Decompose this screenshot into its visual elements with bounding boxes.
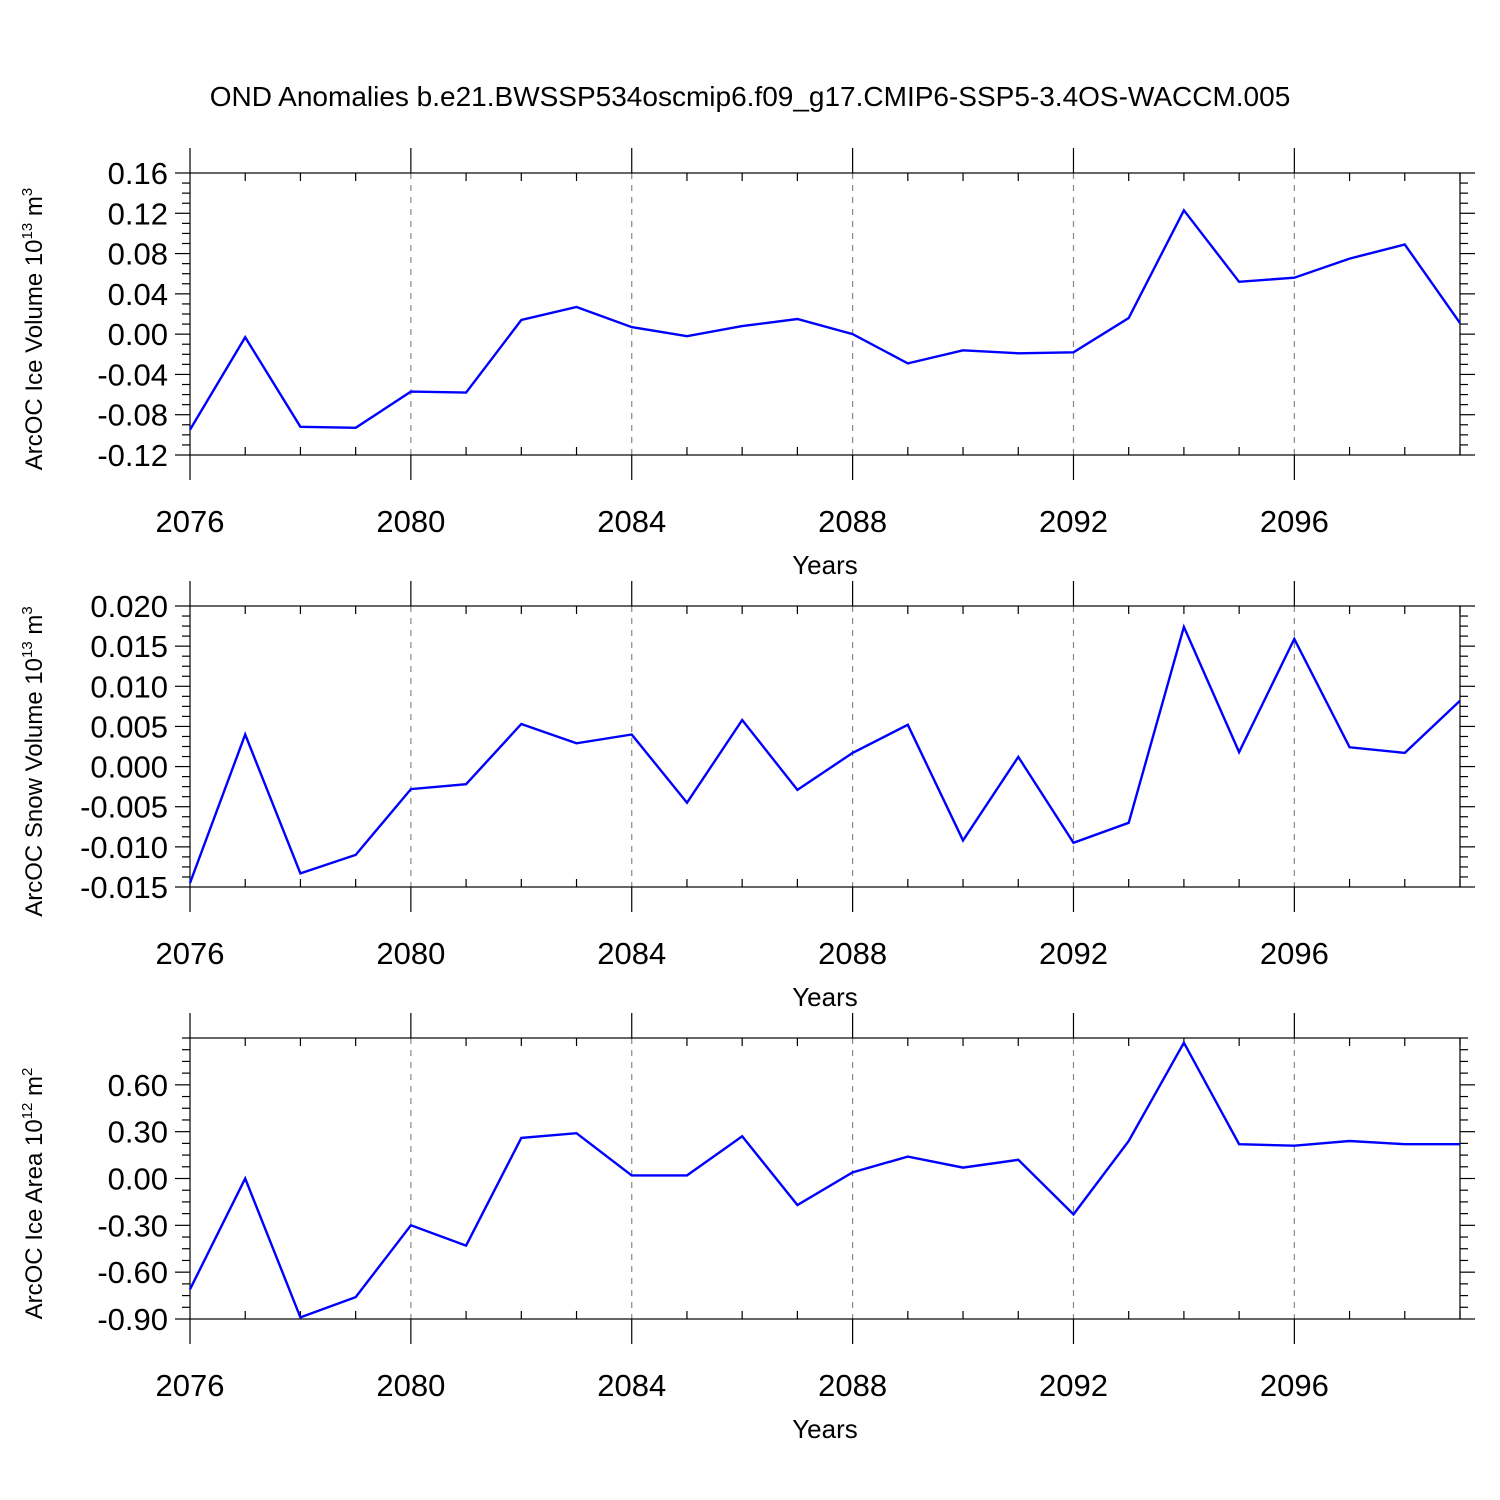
y-axis-label-superscript: 12 bbox=[19, 1103, 36, 1120]
y-axis-label-superscript: 3 bbox=[19, 606, 36, 614]
x-tick-label: 2084 bbox=[597, 1368, 666, 1403]
y-axis-label-superscript: 2 bbox=[19, 1068, 36, 1076]
series-line bbox=[188, 623, 1461, 884]
x-tick-label: 2092 bbox=[1039, 936, 1108, 971]
x-tick-label: 2084 bbox=[597, 936, 666, 971]
series-line bbox=[188, 1040, 1460, 1319]
x-tick-label: 2088 bbox=[818, 1368, 887, 1403]
x-tick-label: 2096 bbox=[1260, 1368, 1329, 1403]
y-axis-label-part: ArcOC Snow Volume 10 bbox=[21, 658, 48, 917]
x-tick-label: 2080 bbox=[376, 936, 445, 971]
x-tick-label: 2084 bbox=[597, 504, 666, 539]
x-axis-label: Years bbox=[792, 982, 858, 1012]
series-line bbox=[188, 208, 1461, 431]
y-axis-label-superscript: 13 bbox=[19, 641, 36, 658]
y-axis-label-part: m bbox=[21, 615, 48, 642]
chart-title: OND Anomalies b.e21.BWSSP534oscmip6.f09_… bbox=[210, 81, 1291, 112]
y-tick-label: -0.010 bbox=[80, 830, 168, 865]
y-tick-label: 0.00 bbox=[108, 1162, 168, 1197]
y-tick-label: 0.12 bbox=[108, 196, 168, 231]
y-tick-label: 0.60 bbox=[108, 1068, 168, 1103]
x-axis-label: Years bbox=[792, 1414, 858, 1444]
chart-panel-2: 0.020 0.015 0.010 0.005 0.000 -0.005 -0.010 -0.… bbox=[19, 581, 1475, 1012]
y-axis-label: ArcOC Ice Area 1012 m2 bbox=[19, 1068, 48, 1320]
x-tick-label: 2080 bbox=[376, 1368, 445, 1403]
plot-frame bbox=[189, 605, 1461, 888]
y-axis-label-superscript: 3 bbox=[19, 188, 36, 196]
y-tick-label: 0.020 bbox=[90, 589, 168, 624]
y-tick-label: 0.08 bbox=[108, 237, 168, 272]
y-tick-label: 0.30 bbox=[108, 1115, 168, 1150]
y-axis-label-superscript: 13 bbox=[19, 223, 36, 240]
y-tick-label: 0.000 bbox=[90, 750, 168, 785]
y-axis-label: ArcOC Snow Volume 1013 m3 bbox=[19, 606, 48, 917]
x-tick-label: 2088 bbox=[818, 936, 887, 971]
y-tick-label: 0.005 bbox=[90, 709, 168, 744]
y-tick-label: 0.00 bbox=[108, 317, 168, 352]
x-tick-label: 2096 bbox=[1260, 936, 1329, 971]
y-axis-label-part: m bbox=[21, 1076, 48, 1103]
y-tick-label: 0.015 bbox=[90, 629, 168, 664]
y-tick-label: -0.08 bbox=[97, 398, 168, 433]
y-tick-label: -0.90 bbox=[97, 1302, 168, 1337]
y-tick-label: -0.60 bbox=[97, 1255, 168, 1290]
x-tick-label: 2076 bbox=[156, 1368, 225, 1403]
plot-frame bbox=[189, 172, 1461, 456]
x-tick-label: 2080 bbox=[376, 504, 445, 539]
y-tick-label: -0.005 bbox=[80, 790, 168, 825]
y-tick-label: 0.04 bbox=[108, 277, 168, 312]
y-tick-label: -0.04 bbox=[97, 357, 168, 392]
x-tick-label: 2088 bbox=[818, 504, 887, 539]
plot-frame bbox=[189, 1037, 1461, 1320]
y-axis-label: ArcOC Ice Volume 1013 m3 bbox=[19, 188, 48, 470]
chart-panel-1: 0.16 0.12 0.08 0.04 0.00 -0.04 -0.08 -0.12 2076 2… bbox=[19, 148, 1475, 580]
x-tick-label: 2092 bbox=[1039, 504, 1108, 539]
chart-panel-3: 0.60 0.30 0.00 -0.30 -0.60 -0.90 2076 2080 2084 2… bbox=[19, 1013, 1475, 1444]
y-tick-label: 0.010 bbox=[90, 669, 168, 704]
x-tick-label: 2076 bbox=[156, 504, 225, 539]
y-axis-label-part: m bbox=[21, 196, 48, 223]
x-tick-label: 2076 bbox=[156, 936, 225, 971]
y-tick-label: -0.12 bbox=[97, 438, 168, 473]
y-axis-label-part: ArcOC Ice Area 10 bbox=[21, 1119, 48, 1319]
x-axis-label: Years bbox=[792, 550, 858, 580]
y-tick-label: -0.30 bbox=[97, 1208, 168, 1243]
y-tick-label: 0.16 bbox=[108, 156, 168, 191]
x-tick-label: 2092 bbox=[1039, 1368, 1108, 1403]
y-axis-label-part: ArcOC Ice Volume 10 bbox=[21, 239, 48, 470]
x-tick-label: 2096 bbox=[1260, 504, 1329, 539]
y-tick-label: -0.015 bbox=[80, 870, 168, 905]
